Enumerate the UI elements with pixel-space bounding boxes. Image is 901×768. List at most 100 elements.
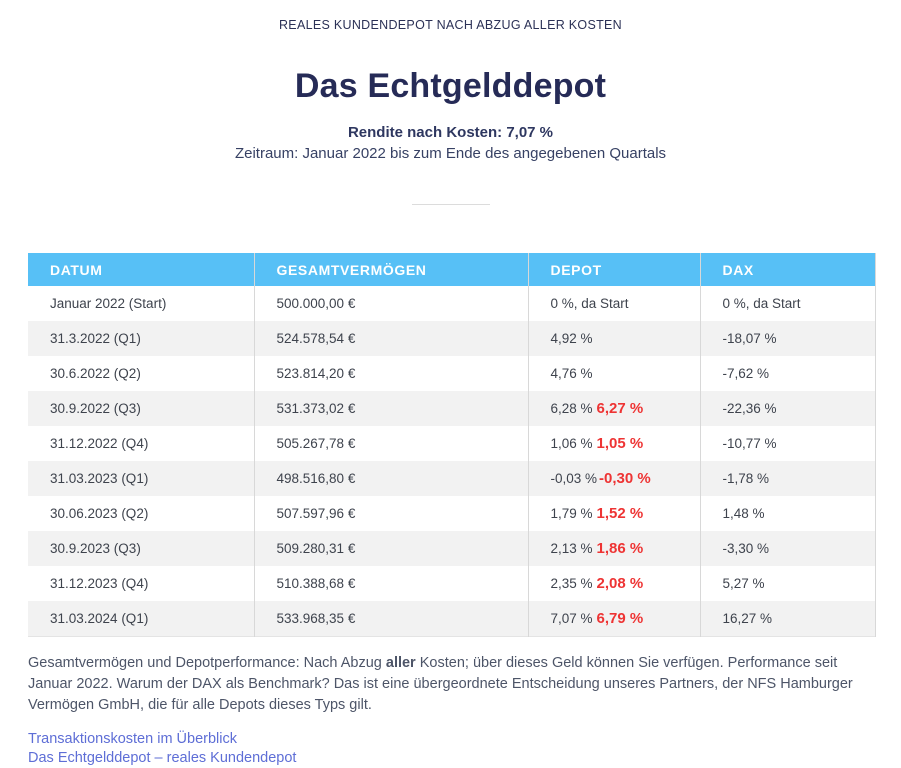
cell-datum: 31.03.2023 (Q1) bbox=[28, 461, 254, 496]
gesamtvermoegen-value: 507.597,96 € bbox=[276, 506, 356, 521]
depot-value-red: -0,30 % bbox=[599, 470, 651, 487]
cell-gesamtvermoegen: 509.280,31 € bbox=[253, 531, 528, 566]
datum-value: 30.9.2022 (Q3) bbox=[50, 401, 141, 416]
datum-value: 31.12.2023 (Q4) bbox=[50, 576, 149, 591]
cell-depot: 1,79 % 1,52 % bbox=[527, 496, 700, 531]
cell-gesamtvermoegen: 505.267,78 € bbox=[253, 426, 528, 461]
cell-datum: 31.12.2022 (Q4) bbox=[28, 426, 254, 461]
link-transaktionskosten[interactable]: Transaktionskosten im Überblick bbox=[28, 730, 237, 747]
gesamtvermoegen-value: 523.814,20 € bbox=[276, 366, 356, 381]
cell-datum: 31.03.2024 (Q1) bbox=[28, 601, 254, 636]
cell-dax: 0 %, da Start bbox=[699, 286, 876, 321]
cell-depot: 0 %, da Start bbox=[527, 286, 700, 321]
table-row: 31.03.2023 (Q1) 498.516,80 € -0,03 % -0,30 … bbox=[28, 461, 876, 496]
table-row: 31.12.2023 (Q4) 510.388,68 € 2,35 % 2,08 % 5… bbox=[28, 566, 876, 601]
dax-value: -7,62 % bbox=[722, 366, 770, 381]
page-header: REALES KUNDENDEPOT NACH ABZUG ALLER KOST… bbox=[0, 0, 901, 205]
depot-value: 4,92 % bbox=[550, 331, 593, 346]
depot-value: -0,03 % bbox=[550, 471, 598, 486]
footnote-text-bold: aller bbox=[385, 654, 416, 671]
cell-dax: -3,30 % bbox=[699, 531, 876, 566]
datum-value: 30.9.2023 (Q3) bbox=[50, 541, 141, 556]
dax-value: -3,30 % bbox=[722, 541, 770, 556]
section-divider bbox=[411, 204, 490, 205]
cell-gesamtvermoegen: 523.814,20 € bbox=[253, 356, 528, 391]
depot-value: 4,76 % bbox=[550, 366, 593, 381]
depot-value-red: 1,52 % bbox=[596, 505, 644, 522]
link-echtgelddepot[interactable]: Das Echtgelddepot – reales Kundendepot bbox=[28, 749, 297, 766]
cell-gesamtvermoegen: 500.000,00 € bbox=[253, 286, 528, 321]
table-row: 30.9.2023 (Q3) 509.280,31 € 2,13 % 1,86 % -3… bbox=[28, 531, 876, 566]
gesamtvermoegen-value: 498.516,80 € bbox=[276, 471, 356, 486]
table-row: 31.3.2022 (Q1) 524.578,54 € 4,92 % -18,07 % bbox=[28, 321, 876, 356]
depot-value-red: 2,08 % bbox=[596, 575, 644, 592]
depot-value: 2,13 % bbox=[550, 541, 593, 556]
table-head: DATUM GESAMTVERMÖGEN DEPOT DAX bbox=[28, 253, 876, 286]
period-label: Zeitraum: Januar 2022 bis zum Ende des a… bbox=[234, 145, 667, 162]
cell-dax: 1,48 % bbox=[699, 496, 876, 531]
cell-gesamtvermoegen: 531.373,02 € bbox=[253, 391, 528, 426]
cell-depot: 1,06 % 1,05 % bbox=[527, 426, 700, 461]
datum-value: 31.03.2023 (Q1) bbox=[50, 471, 149, 486]
cell-gesamtvermoegen: 533.968,35 € bbox=[253, 601, 528, 636]
depot-value: 2,35 % bbox=[550, 576, 593, 591]
dax-value: 1,48 % bbox=[722, 506, 765, 521]
cell-datum: 30.9.2022 (Q3) bbox=[28, 391, 254, 426]
datum-value: 30.6.2022 (Q2) bbox=[50, 366, 141, 381]
column-header-depot: DEPOT bbox=[527, 253, 700, 286]
cell-depot: 4,92 % bbox=[527, 321, 700, 356]
cell-depot: 6,28 % 6,27 % bbox=[527, 391, 700, 426]
cell-dax: -18,07 % bbox=[699, 321, 876, 356]
column-header-dax: DAX bbox=[699, 253, 876, 286]
table-row: 31.12.2022 (Q4) 505.267,78 € 1,06 % 1,05 % -… bbox=[28, 426, 876, 461]
cell-dax: -22,36 % bbox=[699, 391, 876, 426]
footnote-text-after: Kosten; über dieses Geld können Sie verf… bbox=[28, 654, 853, 713]
cell-depot: 2,13 % 1,86 % bbox=[527, 531, 700, 566]
dax-value: -10,77 % bbox=[722, 436, 777, 451]
depot-value-red: 1,86 % bbox=[596, 540, 644, 557]
cell-gesamtvermoegen: 524.578,54 € bbox=[253, 321, 528, 356]
cell-datum: 30.6.2022 (Q2) bbox=[28, 356, 254, 391]
cell-datum: 30.9.2023 (Q3) bbox=[28, 531, 254, 566]
cell-datum: 31.3.2022 (Q1) bbox=[28, 321, 254, 356]
dax-value: 5,27 % bbox=[722, 576, 765, 591]
table-body: Januar 2022 (Start) 500.000,00 € 0 %, da S… bbox=[28, 286, 876, 636]
depot-value: 1,79 % bbox=[550, 506, 593, 521]
dax-value: 0 %, da Start bbox=[722, 296, 801, 311]
cell-dax: 5,27 % bbox=[699, 566, 876, 601]
depot-value: 6,28 % bbox=[550, 401, 593, 416]
depot-value: 7,07 % bbox=[550, 610, 593, 626]
cell-dax: 16,27 % bbox=[699, 601, 876, 636]
depot-value-red: 6,27 % bbox=[596, 400, 644, 417]
gesamtvermoegen-value: 531.373,02 € bbox=[276, 401, 356, 416]
cell-depot: 7,07 % 6,79 % bbox=[527, 601, 700, 636]
performance-table: DATUM GESAMTVERMÖGEN DEPOT DAX Januar 2022 … bbox=[28, 253, 876, 637]
page-title: Das Echtgelddepot bbox=[294, 67, 607, 105]
footnote: Gesamtvermögen und Depotperformance: Nac… bbox=[28, 653, 873, 716]
column-header-datum: DATUM bbox=[28, 253, 254, 286]
cell-gesamtvermoegen: 507.597,96 € bbox=[253, 496, 528, 531]
gesamtvermoegen-value: 500.000,00 € bbox=[276, 296, 356, 311]
cell-dax: -1,78 % bbox=[699, 461, 876, 496]
table-row: 30.6.2022 (Q2) 523.814,20 € 4,76 % -7,62 % bbox=[28, 356, 876, 391]
gesamtvermoegen-value: 524.578,54 € bbox=[276, 331, 356, 346]
gesamtvermoegen-value: 510.388,68 € bbox=[276, 576, 356, 591]
return-after-costs-label: Rendite nach Kosten: 7,07 % bbox=[347, 124, 554, 141]
cell-depot: -0,03 % -0,30 % bbox=[527, 461, 700, 496]
cell-dax: -7,62 % bbox=[699, 356, 876, 391]
column-header-gesamtvermoegen: GESAMTVERMÖGEN bbox=[253, 253, 528, 286]
cell-depot: 2,35 % 2,08 % bbox=[527, 566, 700, 601]
depot-value-red: 1,05 % bbox=[596, 435, 644, 452]
cell-gesamtvermoegen: 510.388,68 € bbox=[253, 566, 528, 601]
cell-datum: 31.12.2023 (Q4) bbox=[28, 566, 254, 601]
dax-value: 16,27 % bbox=[722, 610, 773, 626]
footnote-text-before: Gesamtvermögen und Depotperformance: Nac… bbox=[28, 654, 386, 671]
cell-datum: Januar 2022 (Start) bbox=[28, 286, 254, 321]
cell-dax: -10,77 % bbox=[699, 426, 876, 461]
performance-table-container: DATUM GESAMTVERMÖGEN DEPOT DAX Januar 2022 … bbox=[28, 253, 876, 637]
datum-value: 31.12.2022 (Q4) bbox=[50, 436, 149, 451]
table-row: 30.9.2022 (Q3) 531.373,02 € 6,28 % 6,27 % -2… bbox=[28, 391, 876, 426]
dax-value: -22,36 % bbox=[722, 401, 777, 416]
depot-value-red: 6,79 % bbox=[596, 609, 644, 627]
table-row: 31.03.2024 (Q1) 533.968,35 € 7,07 % 6,79 % 1… bbox=[28, 601, 876, 636]
